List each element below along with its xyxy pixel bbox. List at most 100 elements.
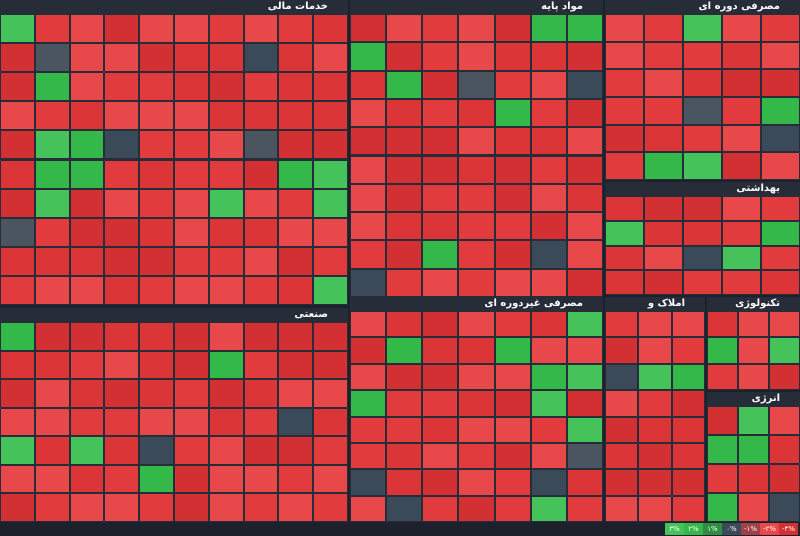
tile bbox=[104, 101, 140, 131]
tile bbox=[605, 14, 644, 42]
tile bbox=[458, 155, 495, 184]
legend-item: -۳% bbox=[779, 523, 798, 535]
tile bbox=[638, 442, 672, 470]
tile bbox=[104, 14, 140, 44]
tile bbox=[605, 245, 644, 271]
tile bbox=[738, 464, 769, 493]
tile bbox=[313, 72, 348, 102]
tile bbox=[769, 311, 800, 338]
tile bbox=[278, 379, 314, 408]
tile bbox=[34, 159, 70, 189]
tile bbox=[139, 43, 174, 73]
tile bbox=[139, 322, 174, 351]
tile bbox=[0, 246, 35, 276]
tile bbox=[243, 188, 279, 218]
tile bbox=[683, 14, 722, 42]
tile bbox=[494, 311, 531, 338]
tile bbox=[313, 43, 348, 73]
tile bbox=[69, 379, 105, 408]
tile bbox=[278, 188, 314, 218]
tile bbox=[707, 311, 738, 338]
tile bbox=[350, 469, 387, 496]
tile bbox=[0, 188, 35, 218]
tile bbox=[738, 337, 769, 364]
tile bbox=[638, 495, 672, 522]
sector-title: تکنولوژی bbox=[735, 298, 780, 309]
tile bbox=[139, 101, 174, 131]
tile bbox=[422, 155, 459, 184]
tile bbox=[350, 240, 387, 269]
tile bbox=[530, 495, 567, 522]
tile bbox=[0, 159, 35, 189]
tile bbox=[530, 442, 567, 470]
tile bbox=[313, 379, 348, 408]
tile bbox=[350, 268, 387, 297]
tile bbox=[104, 322, 140, 351]
tile bbox=[243, 436, 279, 465]
tile bbox=[278, 159, 314, 189]
tile bbox=[707, 337, 738, 364]
tile bbox=[0, 350, 35, 380]
tile bbox=[422, 240, 459, 269]
tile bbox=[208, 14, 244, 44]
tile bbox=[208, 130, 244, 160]
tile bbox=[386, 416, 423, 443]
tile bbox=[313, 350, 348, 380]
tile bbox=[104, 188, 140, 218]
tile bbox=[139, 407, 174, 437]
sector: خدمات مالی bbox=[0, 0, 348, 305]
tile bbox=[350, 212, 387, 241]
tile bbox=[530, 337, 567, 364]
tile bbox=[494, 469, 531, 496]
tile bbox=[278, 217, 314, 247]
tile bbox=[0, 407, 35, 437]
tile bbox=[769, 406, 800, 435]
tile bbox=[761, 245, 800, 271]
tile bbox=[69, 188, 105, 218]
tile bbox=[707, 464, 738, 493]
tile bbox=[530, 127, 567, 156]
tile bbox=[278, 436, 314, 465]
tile bbox=[761, 69, 800, 97]
tile bbox=[350, 442, 387, 470]
tile bbox=[605, 270, 644, 295]
tile bbox=[494, 337, 531, 364]
tile bbox=[386, 155, 423, 184]
tile bbox=[566, 98, 603, 128]
tile bbox=[174, 436, 209, 465]
tile bbox=[139, 350, 174, 380]
tile bbox=[761, 97, 800, 125]
tile bbox=[313, 246, 348, 276]
tile bbox=[605, 97, 644, 125]
tile bbox=[566, 337, 603, 364]
tile bbox=[761, 152, 800, 180]
tile bbox=[683, 41, 722, 70]
tile bbox=[671, 337, 705, 364]
tile bbox=[458, 416, 495, 443]
tile bbox=[34, 217, 70, 247]
tile bbox=[494, 390, 531, 417]
tile bbox=[386, 442, 423, 470]
tile bbox=[422, 268, 459, 297]
tile bbox=[174, 159, 209, 189]
tile bbox=[494, 495, 531, 522]
tile bbox=[422, 127, 459, 156]
tile bbox=[139, 130, 174, 160]
tile bbox=[386, 240, 423, 269]
tile bbox=[566, 240, 603, 269]
tile bbox=[458, 98, 495, 128]
tile bbox=[494, 14, 531, 43]
tile bbox=[313, 217, 348, 247]
tile bbox=[422, 442, 459, 470]
tile bbox=[69, 101, 105, 131]
tile bbox=[605, 41, 644, 70]
tile bbox=[566, 183, 603, 213]
tile bbox=[458, 183, 495, 213]
tile bbox=[761, 124, 800, 153]
tile bbox=[139, 159, 174, 189]
tile bbox=[243, 246, 279, 276]
tile bbox=[386, 337, 423, 364]
tile bbox=[458, 495, 495, 522]
tile bbox=[313, 130, 348, 160]
tile bbox=[0, 379, 35, 408]
